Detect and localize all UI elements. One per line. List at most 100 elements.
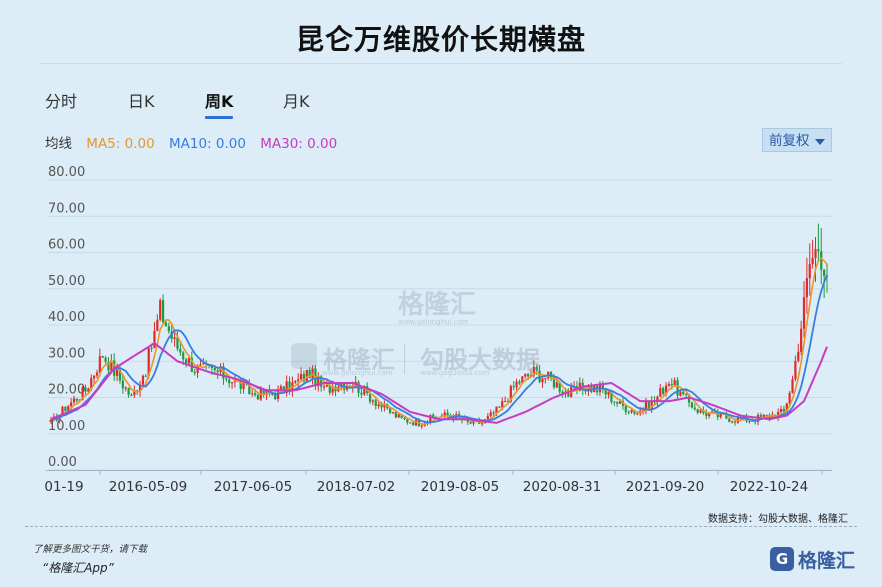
candle-body xyxy=(72,398,76,403)
adjust-dropdown[interactable]: 前复权 xyxy=(762,128,832,152)
candle-body xyxy=(676,380,679,396)
candle-body xyxy=(705,413,708,417)
candle-body xyxy=(800,328,803,352)
candle-body xyxy=(124,387,127,389)
candle-body xyxy=(679,391,682,396)
candle-body xyxy=(630,410,633,413)
tab-weekly-k[interactable]: 周K xyxy=(205,88,234,119)
candle-body xyxy=(101,356,104,358)
candle-body xyxy=(110,360,113,371)
candle-body xyxy=(515,381,518,388)
candle-body xyxy=(748,420,751,422)
candle-body xyxy=(136,390,139,392)
candle-body xyxy=(788,392,791,404)
candle-body xyxy=(176,337,179,349)
ma5-line xyxy=(50,257,828,425)
ma30-legend: MA30: 0.00 xyxy=(260,136,338,152)
candle-body xyxy=(90,378,93,389)
candle-body xyxy=(501,401,504,408)
tab-intraday[interactable]: 分时 xyxy=(45,88,77,112)
candle-body xyxy=(184,359,188,364)
candle-body xyxy=(153,330,156,349)
candle-body xyxy=(377,404,380,406)
candle-body xyxy=(685,394,688,396)
candle-body xyxy=(429,414,432,422)
candle-body xyxy=(673,380,676,386)
x-tick-label: 2019-08-05 xyxy=(421,479,499,495)
ma10-legend: MA10: 0.00 xyxy=(168,136,246,152)
candle-body xyxy=(311,368,314,379)
candle-body xyxy=(161,300,165,323)
active-tab-indicator xyxy=(205,116,234,119)
candle-body xyxy=(130,394,133,396)
candle-body xyxy=(67,406,70,412)
candle-body xyxy=(541,378,544,383)
x-tick-label: 2022-10-24 xyxy=(730,479,808,495)
candle-body xyxy=(699,410,702,413)
candle-body xyxy=(504,401,507,403)
candle-body xyxy=(690,402,694,408)
candle-body xyxy=(797,351,800,361)
candle-body xyxy=(751,420,754,422)
candle-body xyxy=(325,384,329,387)
candle-body xyxy=(765,414,768,416)
candle-body xyxy=(391,412,395,414)
candle-body xyxy=(164,322,168,327)
candle-body xyxy=(808,264,811,279)
candle-body xyxy=(762,414,765,417)
candle-body xyxy=(805,278,808,298)
candle-body xyxy=(179,348,182,353)
x-tick-label: 2018-07-02 xyxy=(317,479,395,495)
candle-body xyxy=(446,412,449,416)
watermark-logo-icon xyxy=(291,343,317,369)
candle-body xyxy=(400,414,403,418)
candle-body xyxy=(754,421,757,423)
candle-body xyxy=(116,370,119,376)
candle-body xyxy=(702,410,705,414)
promo-app-name: “格隆汇App” xyxy=(42,561,114,575)
candle-body xyxy=(322,386,326,388)
candle-body xyxy=(383,403,386,408)
candle-body xyxy=(759,414,762,417)
candle-body xyxy=(144,375,147,377)
candle-body xyxy=(731,421,734,423)
candle-body xyxy=(802,297,806,329)
candle-body xyxy=(389,408,392,413)
candle-body xyxy=(93,375,96,379)
candle-body xyxy=(713,411,717,413)
candle-body xyxy=(535,366,538,371)
candle-body xyxy=(127,387,130,395)
candle-body xyxy=(84,387,87,392)
y-tick-label: 80.00 xyxy=(48,165,85,180)
candle-body xyxy=(299,373,303,380)
tab-daily-k[interactable]: 日K xyxy=(128,88,155,112)
candle-body xyxy=(374,400,377,406)
candle-body xyxy=(486,416,489,420)
candle-body xyxy=(624,405,627,412)
ma30-line xyxy=(50,341,828,424)
candle-body xyxy=(222,366,225,379)
candle-body xyxy=(636,413,639,415)
tab-intraday-label: 分时 xyxy=(45,92,78,111)
candle-body xyxy=(320,376,323,387)
candle-body xyxy=(817,249,820,252)
candle-body xyxy=(489,412,492,417)
candle-body xyxy=(187,357,191,364)
ma10-line xyxy=(50,274,828,424)
watermark-divider xyxy=(404,344,405,374)
candle-body xyxy=(107,361,110,371)
candle-body xyxy=(618,401,622,404)
candle-body xyxy=(147,347,150,376)
candle-body xyxy=(785,403,788,412)
candle-body xyxy=(662,388,665,394)
tab-monthly-k[interactable]: 月K xyxy=(283,88,310,112)
candle-body xyxy=(561,391,564,394)
x-tick-label: 2016-05-09 xyxy=(109,479,187,495)
candle-body xyxy=(216,370,219,373)
candle-body xyxy=(567,391,570,397)
watermark-gelonghui: 格隆汇 xyxy=(398,290,477,320)
candle-body xyxy=(538,370,541,383)
candle-body xyxy=(607,391,610,395)
candle-body xyxy=(302,373,306,382)
candle-body xyxy=(242,381,245,390)
